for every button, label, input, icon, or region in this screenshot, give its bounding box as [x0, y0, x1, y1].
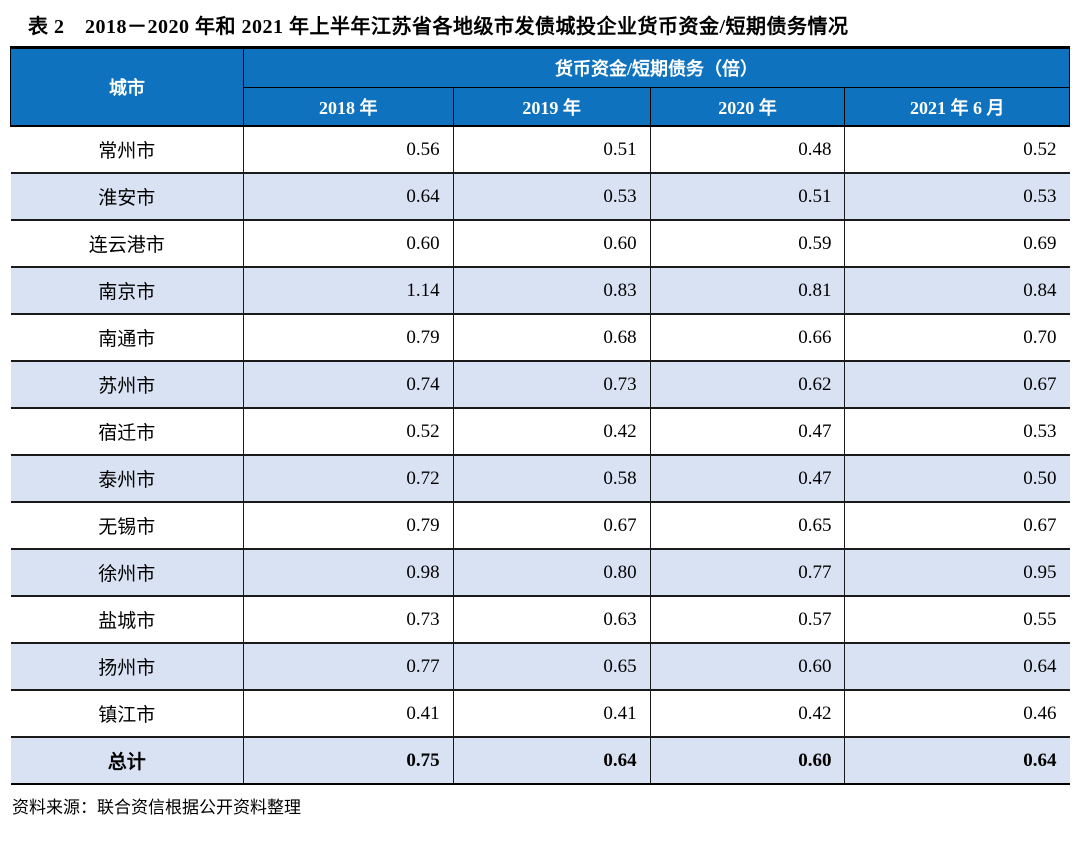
value-cell: 0.60 [242, 220, 454, 267]
value-cell: 0.60 [649, 643, 845, 690]
city-cell: 总计 [10, 737, 244, 784]
city-cell: 宿迁市 [10, 408, 244, 455]
year-header-2018: 2018 年 [242, 87, 454, 127]
value-cell: 0.59 [649, 220, 845, 267]
value-cell: 0.53 [452, 173, 651, 220]
value-cell: 0.70 [844, 314, 1070, 361]
value-cell: 0.66 [649, 314, 845, 361]
value-cell: 0.47 [649, 408, 845, 455]
ratio-table: 城市 货币资金/短期债务（倍） 2018 年 2019 年 2020 年 202… [10, 46, 1071, 785]
value-cell: 0.68 [452, 314, 651, 361]
value-cell: 0.60 [452, 220, 651, 267]
value-cell: 0.84 [844, 267, 1070, 314]
value-cell: 0.47 [649, 455, 845, 502]
value-cell: 0.50 [844, 455, 1070, 502]
city-cell: 苏州市 [10, 361, 244, 408]
header-year-row: 2018 年 2019 年 2020 年 2021 年 6 月 [11, 87, 1070, 127]
value-cell: 0.64 [242, 173, 454, 220]
value-cell: 0.73 [242, 596, 454, 643]
value-cell: 0.95 [844, 549, 1070, 596]
city-cell: 南通市 [10, 314, 244, 361]
city-cell: 常州市 [10, 126, 244, 173]
value-cell: 0.64 [844, 737, 1070, 784]
value-cell: 0.42 [649, 690, 845, 737]
table-row: 扬州市 0.77 0.65 0.60 0.64 [10, 643, 1070, 690]
value-cell: 0.56 [242, 126, 454, 173]
value-cell: 0.79 [242, 314, 454, 361]
value-cell: 0.67 [844, 502, 1070, 549]
table-row: 泰州市 0.72 0.58 0.47 0.50 [10, 455, 1070, 502]
table-row: 盐城市 0.73 0.63 0.57 0.55 [10, 596, 1070, 643]
table-row: 苏州市 0.74 0.73 0.62 0.67 [10, 361, 1070, 408]
value-cell: 0.52 [242, 408, 454, 455]
table-row: 宿迁市 0.52 0.42 0.47 0.53 [10, 408, 1070, 455]
city-cell: 泰州市 [10, 455, 244, 502]
value-cell: 0.41 [242, 690, 454, 737]
value-cell: 0.77 [649, 549, 845, 596]
value-cell: 0.64 [452, 737, 651, 784]
table-row: 常州市 0.56 0.51 0.48 0.52 [10, 126, 1070, 173]
table-row: 南通市 0.79 0.68 0.66 0.70 [10, 314, 1070, 361]
source-note: 资料来源：联合资信根据公开资料整理 [12, 798, 301, 817]
table-row: 淮安市 0.64 0.53 0.51 0.53 [10, 173, 1070, 220]
value-cell: 0.60 [649, 737, 845, 784]
value-cell: 0.46 [844, 690, 1070, 737]
value-cell: 0.55 [844, 596, 1070, 643]
value-cell: 0.67 [452, 502, 651, 549]
table-body: 常州市 0.56 0.51 0.48 0.52 淮安市 0.64 0.53 0.51 0.53 连云… [10, 126, 1070, 784]
table-row: 无锡市 0.79 0.67 0.65 0.67 [10, 502, 1070, 549]
table-row: 连云港市 0.60 0.60 0.59 0.69 [10, 220, 1070, 267]
city-cell: 镇江市 [10, 690, 244, 737]
table-row: 总计 0.75 0.64 0.60 0.64 [10, 737, 1070, 784]
city-cell: 盐城市 [10, 596, 244, 643]
table-title: 表 2 2018－2020 年和 2021 年上半年江苏省各地级市发债城投企业货… [28, 16, 849, 38]
city-cell: 扬州市 [10, 643, 244, 690]
value-cell: 0.62 [649, 361, 845, 408]
value-cell: 0.42 [452, 408, 651, 455]
value-cell: 0.51 [649, 173, 845, 220]
value-cell: 0.77 [242, 643, 454, 690]
value-cell: 0.53 [844, 173, 1070, 220]
year-header-2019: 2019 年 [452, 87, 651, 127]
value-cell: 0.53 [844, 408, 1070, 455]
value-cell: 0.67 [844, 361, 1070, 408]
value-cell: 0.72 [242, 455, 454, 502]
metric-group-header: 货币资金/短期债务（倍） [242, 47, 1071, 88]
value-cell: 1.14 [242, 267, 454, 314]
city-cell: 淮安市 [10, 173, 244, 220]
value-cell: 0.57 [649, 596, 845, 643]
value-cell: 0.98 [242, 549, 454, 596]
table-row: 徐州市 0.98 0.80 0.77 0.95 [10, 549, 1070, 596]
value-cell: 0.64 [844, 643, 1070, 690]
city-cell: 无锡市 [10, 502, 244, 549]
value-cell: 0.65 [452, 643, 651, 690]
value-cell: 0.80 [452, 549, 651, 596]
value-cell: 0.75 [242, 737, 454, 784]
value-cell: 0.65 [649, 502, 845, 549]
year-header-2021h1: 2021 年 6 月 [844, 87, 1070, 127]
city-cell: 南京市 [10, 267, 244, 314]
value-cell: 0.79 [242, 502, 454, 549]
city-cell: 徐州市 [10, 549, 244, 596]
value-cell: 0.51 [452, 126, 651, 173]
value-cell: 0.41 [452, 690, 651, 737]
year-header-2020: 2020 年 [649, 87, 846, 127]
value-cell: 0.69 [844, 220, 1070, 267]
value-cell: 0.73 [452, 361, 651, 408]
value-cell: 0.74 [242, 361, 454, 408]
header-group-row: 城市 货币资金/短期债务（倍） [10, 47, 1071, 127]
value-cell: 0.48 [649, 126, 845, 173]
table-header: 城市 货币资金/短期债务（倍） 2018 年 2019 年 2020 年 202… [10, 47, 1071, 127]
city-column-header: 城市 [10, 47, 244, 127]
value-cell: 0.58 [452, 455, 651, 502]
value-cell: 0.63 [452, 596, 651, 643]
table-row: 南京市 1.14 0.83 0.81 0.84 [10, 267, 1070, 314]
table-row: 镇江市 0.41 0.41 0.42 0.46 [10, 690, 1070, 737]
value-cell: 0.81 [649, 267, 845, 314]
city-cell: 连云港市 [10, 220, 244, 267]
value-cell: 0.52 [844, 126, 1070, 173]
value-cell: 0.83 [452, 267, 651, 314]
